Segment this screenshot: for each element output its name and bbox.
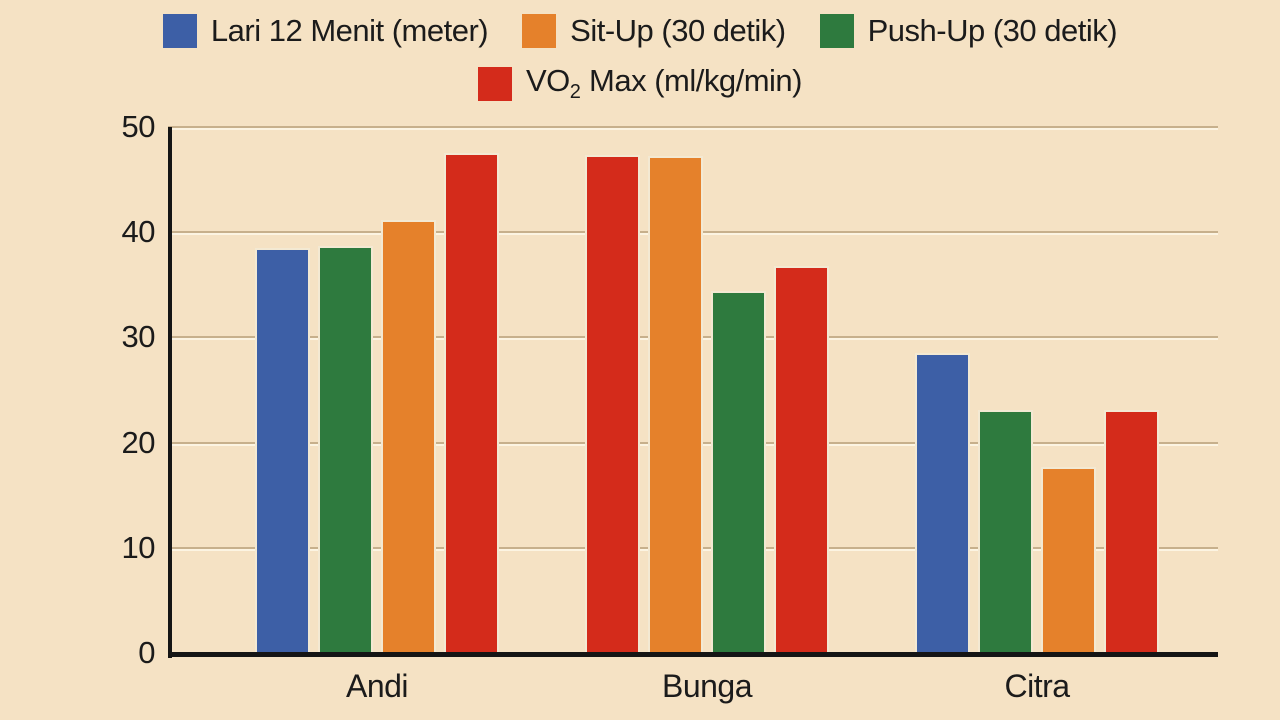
- bar-andi-1-push-up-30-detik: [318, 245, 373, 653]
- legend-swatch-blue-icon: [162, 14, 197, 48]
- x-category-label-bunga: Bunga: [661, 668, 753, 704]
- y-tick-label-20: 20: [121, 424, 156, 460]
- x-axis-line: [168, 652, 1218, 657]
- x-category-label-andi: Andi: [345, 668, 409, 704]
- legend-item-push-up: Push-Up (30 detik): [819, 13, 1118, 49]
- bar-citra-2-sit-up-30-detik: [1041, 466, 1096, 653]
- bar-andi-2-sit-up-30-detik: [381, 219, 436, 653]
- legend-item-vo2-max: VO2 Max (ml/kg/min): [478, 63, 803, 104]
- legend-swatch-red-icon: [478, 66, 512, 101]
- bar-bunga-0-vo2-max-ml-kg-min: [585, 155, 640, 653]
- y-tick-label-40: 40: [121, 214, 156, 250]
- legend-item-sit-up: Sit-Up (30 detik): [522, 13, 786, 49]
- legend-label: VO2 Max (ml/kg/min): [526, 63, 803, 103]
- chart-legend: Lari 12 Menit (meter) Sit-Up (30 detik) …: [0, 0, 1280, 104]
- x-category-label-citra: Citra: [1004, 668, 1070, 704]
- legend-swatch-orange-icon: [522, 14, 557, 48]
- gridline-50: [168, 126, 1218, 128]
- y-axis-line: [168, 127, 172, 658]
- y-tick-label-0: 0: [138, 635, 155, 670]
- bar-andi-0-lari-12-menit-meter: [255, 247, 310, 653]
- y-tick-label-50: 50: [121, 109, 156, 144]
- bar-citra-3-vo2-max-ml-kg-min: [1104, 409, 1159, 653]
- y-tick-label-10: 10: [121, 529, 156, 565]
- legend-row-1: Lari 12 Menit (meter) Sit-Up (30 detik) …: [0, 13, 1280, 49]
- bar-citra-0-lari-12-menit-meter: [915, 353, 970, 653]
- bar-bunga-2-push-up-30-detik: [711, 291, 766, 653]
- legend-label: Lari 12 Menit (meter): [210, 13, 489, 48]
- legend-label: Sit-Up (30 detik): [570, 13, 786, 48]
- legend-row-2: VO2 Max (ml/kg/min): [0, 63, 1280, 104]
- legend-item-lari-12-menit: Lari 12 Menit (meter): [162, 13, 489, 49]
- legend-swatch-green-icon: [819, 14, 854, 48]
- bar-citra-1-push-up-30-detik: [978, 409, 1033, 653]
- vo2-subscript: 2: [569, 81, 581, 103]
- bar-bunga-1-sit-up-30-detik: [648, 156, 703, 653]
- bar-bunga-3-vo2-max-ml-kg-min: [774, 265, 829, 653]
- legend-label: Push-Up (30 detik): [867, 13, 1118, 48]
- bar-andi-3-vo2-max-ml-kg-min: [444, 153, 499, 653]
- y-tick-label-30: 30: [121, 319, 156, 355]
